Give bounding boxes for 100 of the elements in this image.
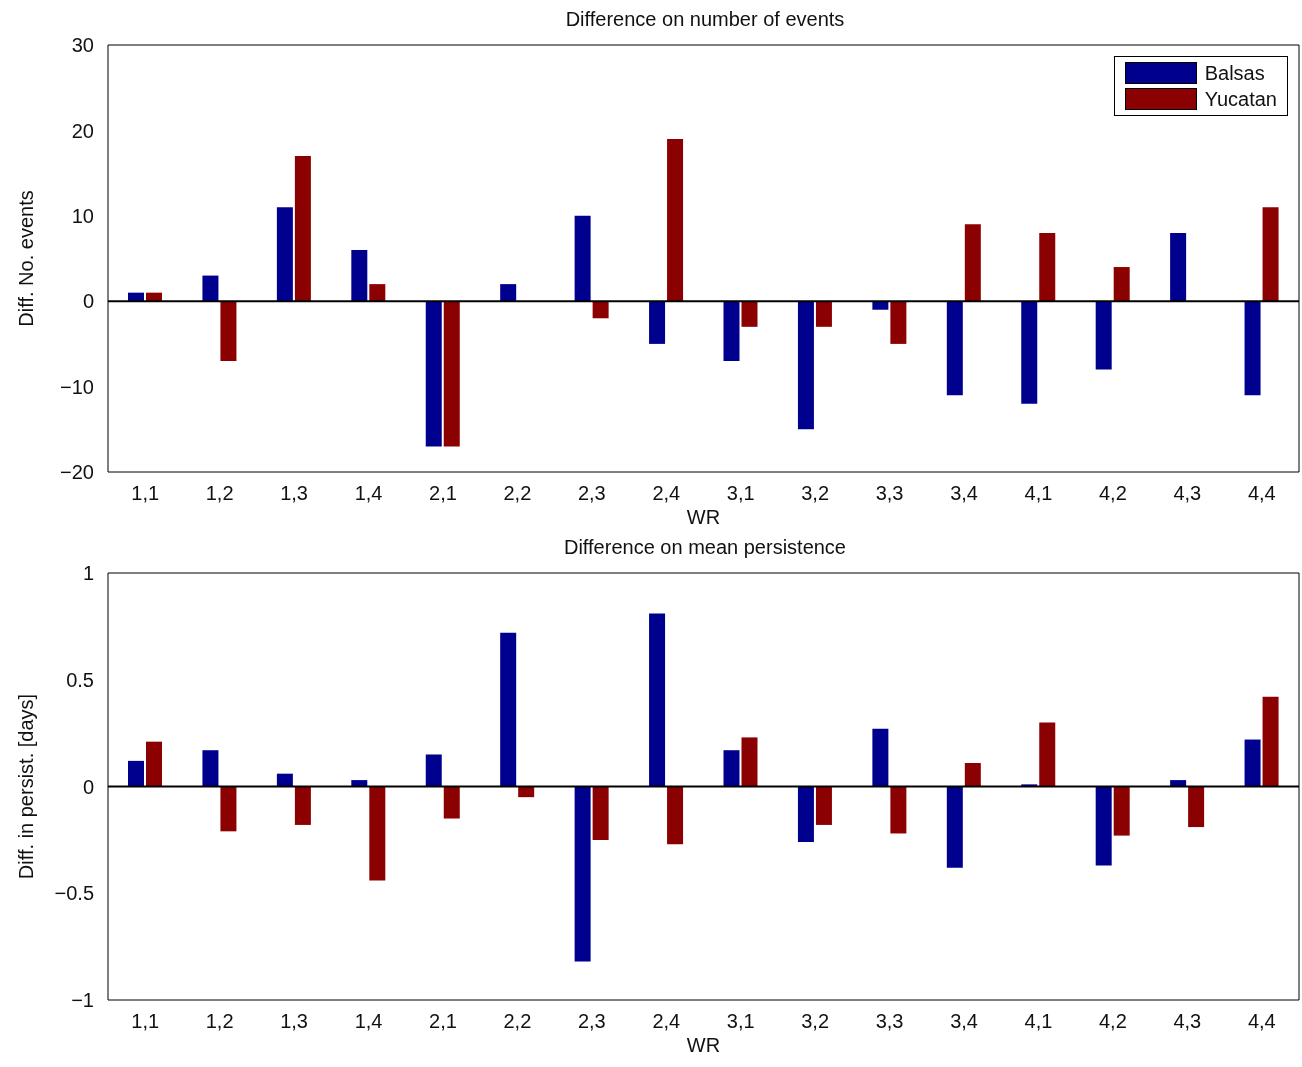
bar <box>890 786 907 834</box>
x-tick-label: 4,2 <box>1099 1010 1127 1033</box>
bar <box>276 773 293 787</box>
bar <box>128 760 144 787</box>
bar <box>351 780 368 787</box>
bar <box>146 741 162 787</box>
bar <box>1262 696 1279 787</box>
x-tick-label: 4,2 <box>1099 482 1127 505</box>
bar <box>1113 267 1130 302</box>
x-tick-label: 3,1 <box>726 482 755 505</box>
y-tick-label: −20 <box>60 461 94 484</box>
y-axis-title: Diff. in persist. [days] <box>15 693 37 880</box>
x-tick-label: 1,4 <box>354 482 383 505</box>
bar <box>1039 232 1056 302</box>
x-axis-title: WR <box>686 1034 721 1056</box>
legend-label: Yucatan <box>1204 87 1277 112</box>
bar <box>815 786 832 825</box>
y-tick-label: 20 <box>71 119 94 142</box>
x-tick-label: 3,4 <box>950 482 978 505</box>
x-tick-label: 4,4 <box>1247 1010 1276 1033</box>
bar <box>649 301 666 344</box>
bar <box>964 224 981 302</box>
x-tick-label: 3,3 <box>875 1010 904 1033</box>
bar <box>220 786 237 832</box>
bar <box>276 207 293 302</box>
y-tick-label: 1 <box>82 562 94 585</box>
legend-label: Balsas <box>1204 61 1265 86</box>
bar <box>1170 232 1187 302</box>
bar <box>723 750 740 787</box>
bar <box>964 763 981 787</box>
x-tick-label: 2,1 <box>429 1010 457 1033</box>
bar <box>797 301 814 430</box>
bar <box>1244 739 1261 787</box>
x-tick-label: 2,3 <box>577 482 606 505</box>
chart-title: Difference on mean persistence <box>563 536 847 560</box>
x-tick-label: 4,3 <box>1173 482 1202 505</box>
x-tick-label: 3,3 <box>875 482 904 505</box>
bar <box>592 301 609 319</box>
bar <box>1021 301 1038 404</box>
bar <box>667 138 684 302</box>
bar <box>946 786 963 868</box>
x-tick-label: 1,3 <box>280 1010 308 1033</box>
bar <box>649 613 666 787</box>
bar <box>202 750 219 787</box>
bar <box>500 632 517 787</box>
bar <box>723 301 740 361</box>
bar <box>220 301 237 361</box>
bar <box>425 754 442 787</box>
x-tick-label: 3,4 <box>950 1010 978 1033</box>
bar <box>294 156 311 302</box>
bar <box>1262 207 1279 302</box>
y-tick-label: 0.5 <box>66 668 94 691</box>
bar <box>443 301 460 447</box>
chart-title: Difference on number of events <box>564 8 846 32</box>
bar <box>1188 786 1205 828</box>
x-tick-label: 3,1 <box>726 1010 755 1033</box>
bar <box>667 786 684 845</box>
bar <box>741 737 758 787</box>
x-tick-label: 4,4 <box>1247 482 1276 505</box>
x-tick-label: 2,2 <box>503 482 532 505</box>
bar <box>369 786 386 881</box>
bar <box>1113 786 1130 836</box>
bar <box>294 786 311 825</box>
x-tick-label: 4,1 <box>1024 482 1053 505</box>
bar <box>1095 786 1112 866</box>
bar <box>369 284 386 302</box>
bar <box>574 215 591 302</box>
x-tick-label: 2,2 <box>503 1010 532 1033</box>
bar <box>500 284 517 302</box>
bar <box>872 728 889 787</box>
x-tick-label: 3,2 <box>801 482 830 505</box>
bar <box>872 301 889 310</box>
x-tick-label: 1,3 <box>280 482 308 505</box>
x-tick-label: 2,3 <box>577 1010 606 1033</box>
bar <box>946 301 963 396</box>
x-axis-title: WR <box>686 506 721 528</box>
y-tick-label: 10 <box>71 204 94 227</box>
y-tick-label: 0 <box>82 775 94 798</box>
bar <box>1021 784 1038 787</box>
bar <box>574 786 591 962</box>
bar <box>741 301 758 327</box>
y-tick-label: −10 <box>60 375 94 398</box>
bar <box>351 249 368 302</box>
bar <box>815 301 832 327</box>
x-tick-label: 4,3 <box>1173 1010 1202 1033</box>
x-tick-label: 2,4 <box>652 482 681 505</box>
x-tick-label: 3,2 <box>801 1010 830 1033</box>
y-tick-label: 0 <box>82 290 94 313</box>
bar <box>425 301 442 447</box>
bar <box>890 301 907 344</box>
y-tick-label: −1 <box>71 989 94 1012</box>
bar <box>592 786 609 840</box>
bar <box>797 786 814 843</box>
x-tick-label: 1,4 <box>354 1010 383 1033</box>
x-tick-label: 1,1 <box>131 1010 160 1033</box>
x-tick-label: 2,1 <box>429 482 457 505</box>
bar <box>1039 722 1056 787</box>
y-tick-label: 30 <box>71 34 94 57</box>
bar <box>1095 301 1112 370</box>
x-tick-label: 1,2 <box>205 1010 234 1033</box>
